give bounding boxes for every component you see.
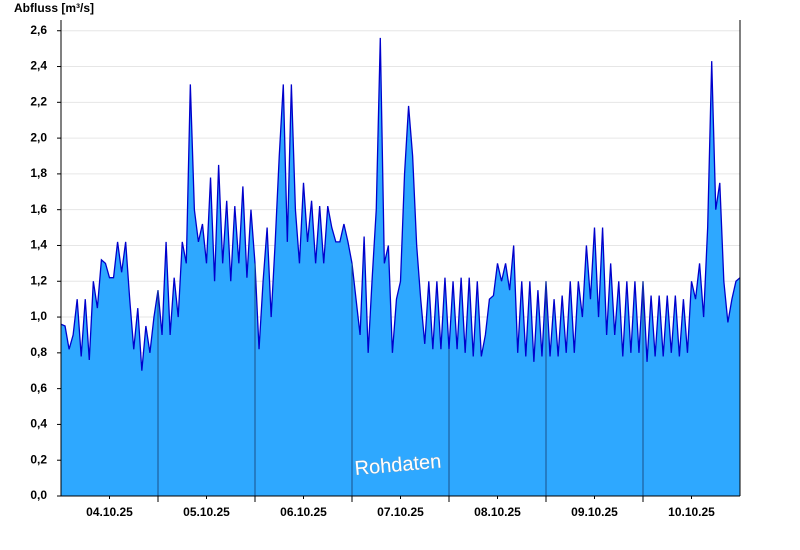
x-tick-label: 06.10.25 [280, 505, 327, 519]
area [61, 37, 740, 496]
y-tick-label: 1,0 [30, 309, 47, 323]
y-tick-label: 2,6 [30, 23, 47, 37]
y-tick-label: 0,6 [30, 381, 47, 395]
x-tick-label: 09.10.25 [571, 505, 618, 519]
x-tick-label: 10.10.25 [668, 505, 715, 519]
y-tick-label: 1,8 [30, 166, 47, 180]
y-tick-label: 1,2 [30, 273, 47, 287]
y-axis-label: Abfluss [m³/s] [14, 1, 94, 15]
x-tick-label: 07.10.25 [377, 505, 424, 519]
y-tick-label: 2,4 [30, 59, 47, 73]
x-tick-label: 08.10.25 [474, 505, 521, 519]
y-tick-label: 0,0 [30, 488, 47, 502]
y-tick-label: 0,2 [30, 452, 47, 466]
x-tick-label: 04.10.25 [86, 505, 133, 519]
y-tick-label: 0,4 [30, 417, 47, 431]
y-tick-label: 1,6 [30, 202, 47, 216]
y-tick-label: 2,2 [30, 94, 47, 108]
line [60, 37, 741, 371]
x-tick-label: 05.10.25 [183, 505, 230, 519]
y-tick-label: 1,4 [30, 238, 47, 252]
y-tick-label: 0,8 [30, 345, 47, 359]
y-tick-label: 2,0 [30, 130, 47, 144]
